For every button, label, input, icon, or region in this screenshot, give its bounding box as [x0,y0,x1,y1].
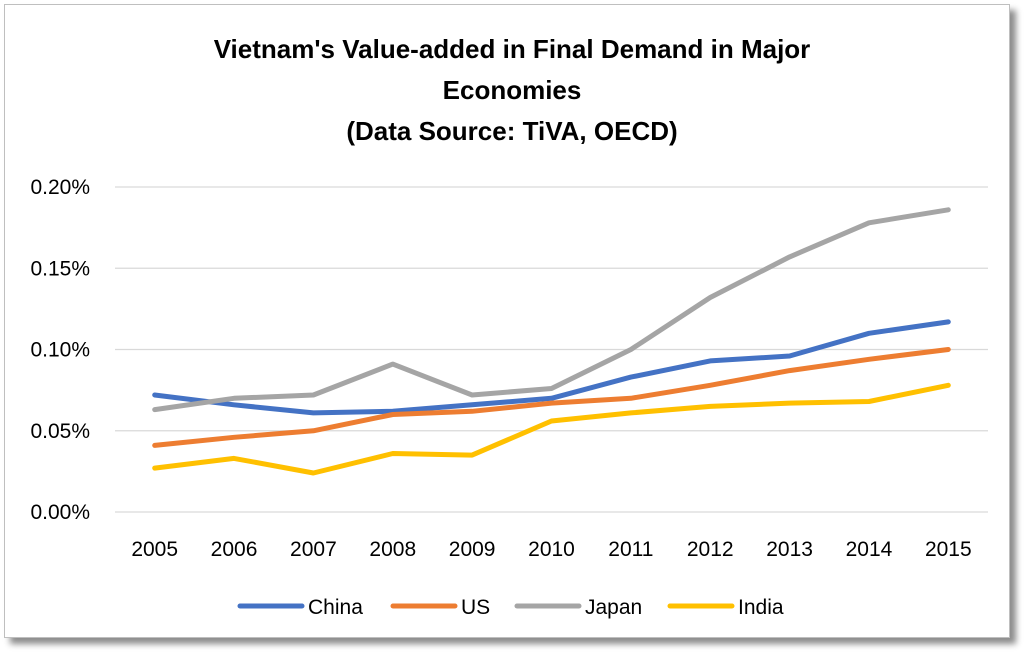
x-tick-label: 2010 [528,538,575,561]
y-tick-label: 0.10% [30,339,90,362]
chart-title-line-3: (Data Source: TiVA, OECD) [346,116,677,146]
x-tick-label: 2005 [131,538,178,561]
chart-title-line-2: Economies [443,75,582,105]
x-tick-label: 2014 [846,538,893,561]
legend: China US Japan India [237,596,784,619]
legend-label-japan: Japan [585,596,642,619]
x-tick-label: 2008 [369,538,416,561]
y-tick-label: 0.20% [30,176,90,199]
x-tick-label: 2006 [211,538,258,561]
y-tick-label: 0.00% [30,501,90,524]
x-tick-label: 2009 [449,538,496,561]
x-tick-label: 2007 [290,538,337,561]
y-tick-label: 0.15% [30,257,90,280]
y-tick-label: 0.05% [30,420,90,443]
x-tick-label: 2011 [608,538,653,561]
x-tick-label: 2012 [687,538,734,561]
legend-label-india: India [738,596,784,619]
series-line-us [152,347,951,448]
x-axis-ticks: 2005 2006 2007 2008 2009 2010 2011 2012 2013 2014… [131,538,971,561]
chart-title-line-1: Vietnam's Value-added in Final Demand in… [214,34,811,64]
chart-frame [4,4,1010,638]
grid [115,186,988,513]
series [152,207,951,476]
x-tick-label: 2015 [925,538,972,561]
legend-label-china: China [308,596,363,619]
series-line-india [152,382,951,476]
series-line-japan [152,207,951,413]
y-axis-ticks: 0.00% 0.05% 0.10% 0.15% 0.20% [30,176,90,524]
x-tick-label: 2013 [766,538,813,561]
series-line-china [152,319,951,416]
legend-label-us: US [461,596,490,619]
